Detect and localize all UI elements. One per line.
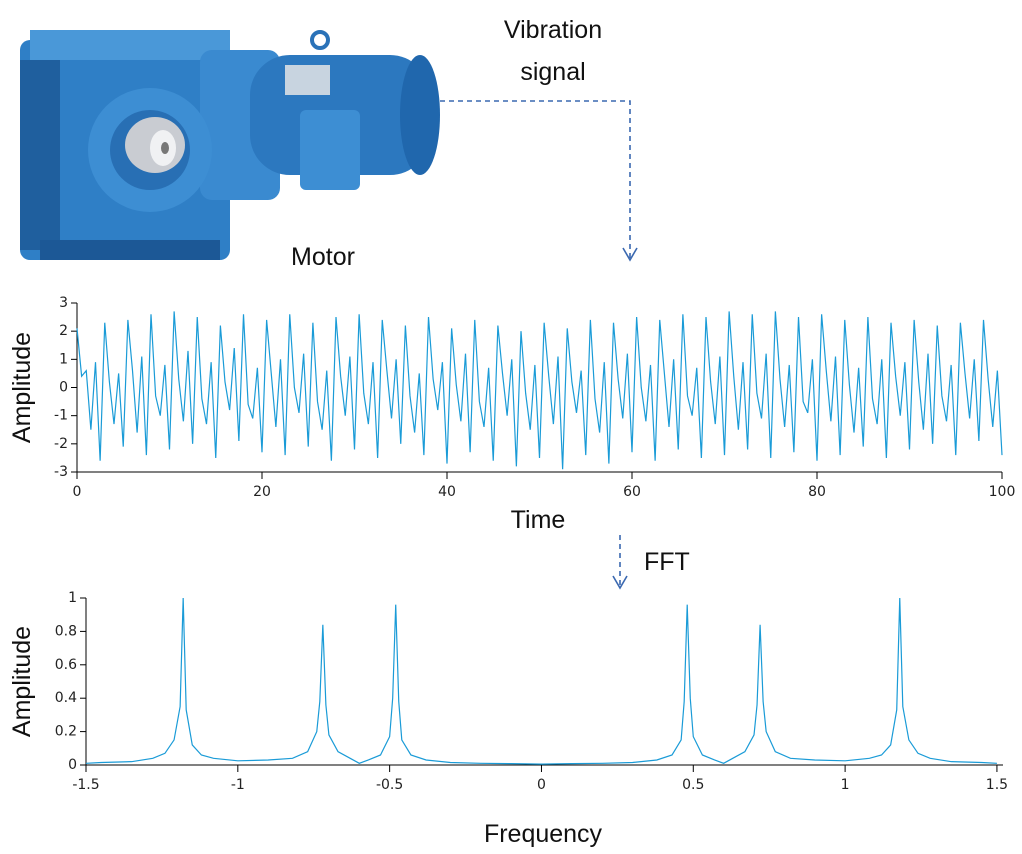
x-tick-label: 40: [438, 484, 456, 500]
x-tick-label: 20: [253, 484, 271, 500]
y-axis-label: Amplitude: [8, 332, 36, 443]
x-tick-label: 0: [73, 484, 82, 500]
motor-picture: [20, 30, 440, 260]
y-tick-label: 0: [59, 380, 68, 396]
x-tick-label: -0.5: [376, 777, 403, 793]
x-tick-label: 60: [623, 484, 641, 500]
x-tick-label: 100: [989, 484, 1016, 500]
y-tick-label: 0.2: [55, 724, 77, 740]
x-tick-label: 0: [537, 777, 546, 793]
y-tick-label: 0.8: [55, 623, 77, 639]
signal-line: [85, 597, 997, 765]
x-tick-label: 1: [841, 777, 850, 793]
y-tick-label: -1: [54, 408, 68, 424]
y-tick-label: 1: [59, 351, 68, 367]
y-tick-label: 0.6: [55, 657, 77, 673]
signal-label: signal: [520, 58, 585, 86]
fft-label: FFT: [644, 548, 690, 576]
x-tick-label: -1: [231, 777, 245, 793]
y-axis-label: Amplitude: [8, 626, 36, 737]
x-tick-label: 1.5: [986, 777, 1008, 793]
y-tick-label: -2: [54, 436, 68, 452]
x-tick-label: 80: [808, 484, 826, 500]
y-tick-label: 2: [59, 323, 68, 339]
x-tick-label: 0.5: [682, 777, 704, 793]
x-tick-label: -1.5: [72, 777, 99, 793]
x-axis-label: Time: [511, 506, 566, 534]
x-axis-label: Frequency: [484, 820, 603, 848]
y-tick-label: 0: [68, 757, 77, 773]
y-tick-label: -3: [54, 464, 68, 480]
signal-label: Vibration: [504, 16, 602, 44]
motor-label: Motor: [291, 243, 355, 271]
arrows: [440, 100, 638, 590]
y-tick-label: 0.4: [55, 690, 77, 706]
y-tick-label: 1: [68, 590, 77, 606]
y-tick-label: 3: [59, 295, 68, 311]
signal-line: [76, 311, 1003, 470]
